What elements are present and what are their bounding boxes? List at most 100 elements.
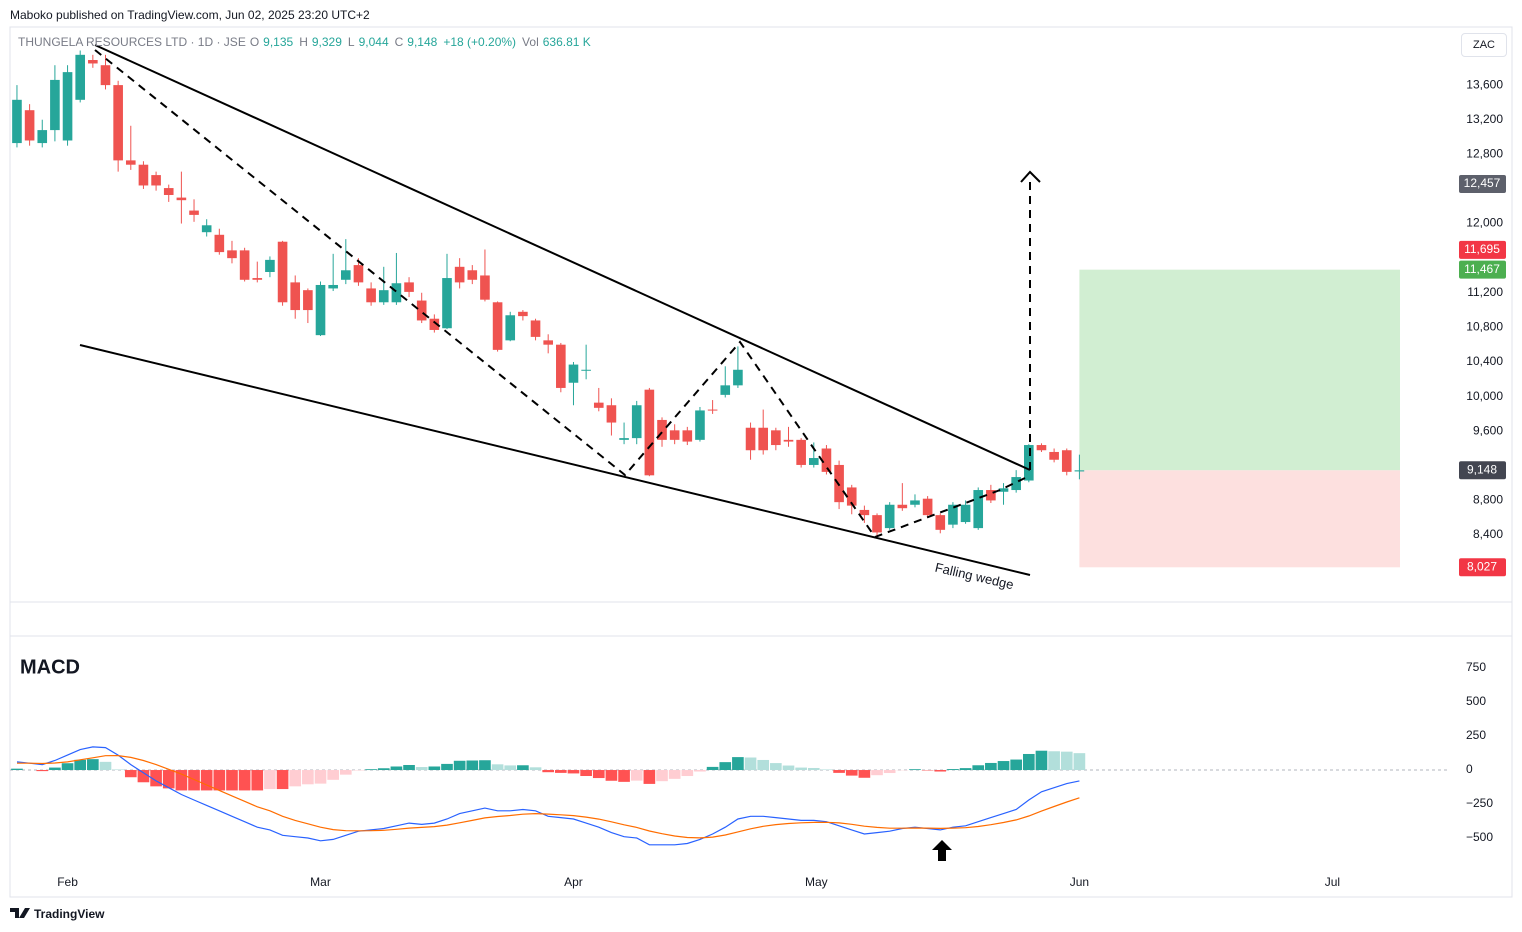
candle-body (24, 110, 35, 141)
value: 9,044 (358, 35, 389, 49)
candle-body (429, 318, 440, 330)
candle-body (265, 259, 275, 272)
histogram-bar (264, 770, 276, 790)
histogram-bar (289, 770, 302, 787)
histogram-bar (124, 770, 137, 778)
histogram-bar (162, 770, 175, 789)
y-tick-label: 500 (1466, 694, 1486, 708)
macd-title: MACD (20, 656, 80, 678)
frame (9, 26, 1513, 898)
label: Vol (522, 35, 539, 49)
candle-body (1061, 450, 1072, 472)
price-label: 9,148 (1467, 462, 1497, 476)
candle-body (303, 290, 313, 311)
histogram-bar (643, 770, 656, 784)
y-tick-label: 12,800 (1466, 146, 1503, 160)
histogram-bar (1048, 751, 1060, 771)
candle-body (378, 290, 389, 303)
candle-body (808, 458, 819, 465)
candle-body (720, 385, 731, 395)
histogram-bar (150, 770, 162, 787)
macd-line (17, 754, 1080, 839)
histogram-bar (441, 763, 453, 771)
candle-body (733, 369, 743, 386)
candle-body (859, 509, 870, 516)
value: 9,148 (407, 35, 438, 49)
x-tick-label: Apr (564, 875, 583, 889)
candle-body (214, 234, 225, 253)
candle-body (505, 315, 516, 341)
candle-body (783, 439, 794, 442)
y-tick-label: 12,000 (1466, 216, 1503, 230)
histogram-bar (175, 770, 188, 791)
candle-body (556, 344, 566, 388)
histogram-bar (74, 759, 87, 771)
histogram-bar (491, 764, 504, 771)
histogram-bar (137, 770, 150, 783)
candle-body (707, 409, 718, 411)
candle-body (88, 60, 98, 64)
histogram-bar (871, 770, 883, 776)
histogram-bar (49, 767, 61, 771)
histogram-bar (542, 770, 555, 773)
candle-body (631, 405, 642, 439)
histogram-bar (668, 770, 681, 779)
label: O (249, 35, 260, 49)
candle-body (277, 241, 288, 303)
histogram-bar (592, 770, 605, 779)
candle-body (151, 175, 161, 186)
candle-body (948, 504, 958, 525)
candle-body (404, 282, 414, 292)
histogram-bar (757, 759, 770, 771)
currency-button[interactable]: ZAC (1461, 33, 1507, 57)
y-tick-label: 8,400 (1473, 527, 1503, 541)
histogram-bar (276, 770, 289, 790)
y-tick-label: 10,400 (1466, 354, 1503, 368)
histogram-bar (226, 770, 238, 791)
histogram-bar (1073, 753, 1086, 771)
histogram-bar (795, 767, 807, 771)
x-tick-label: May (805, 875, 828, 889)
candle-body (353, 265, 364, 283)
x-tick-label: Feb (57, 875, 78, 889)
histogram-bar (656, 770, 668, 782)
price-label-bg (1459, 558, 1506, 577)
candle-body (897, 504, 908, 509)
histogram-bar (567, 770, 580, 774)
candle-body (1074, 470, 1085, 472)
candle-body (176, 197, 187, 201)
legend: THUNGELA RESOURCES LTD · 1D · JSE O 9,135… (18, 35, 593, 49)
candle-body (543, 340, 553, 345)
price-label: 11,467 (1464, 262, 1500, 276)
price-label: 11,695 (1464, 242, 1500, 256)
candle-body (315, 284, 326, 336)
change: +18 (+0.20%) (443, 35, 517, 49)
histogram-bar (972, 765, 985, 771)
candle-body (846, 487, 857, 506)
histogram-bar (1060, 751, 1073, 771)
x-tick-label: Jul (1325, 875, 1340, 889)
candle-body (341, 270, 351, 280)
candle-body (960, 504, 971, 523)
candle-body (568, 364, 579, 383)
candle-body (290, 282, 301, 311)
y-tick-label: −500 (1466, 830, 1493, 844)
histogram-bar (251, 770, 264, 791)
candle-body (619, 438, 629, 440)
value: 636.81 K (542, 35, 591, 49)
histogram-bar (238, 770, 251, 791)
histogram-bar (605, 770, 618, 781)
candle-body (669, 430, 680, 440)
candle-body (467, 270, 478, 280)
candle-body (771, 430, 781, 446)
label: L (347, 35, 355, 49)
candle-body (454, 266, 465, 283)
histogram-bar (428, 766, 441, 771)
candle-body (695, 410, 705, 440)
value: 9,329 (311, 35, 342, 49)
histogram-bar (630, 770, 643, 781)
candle-body (530, 320, 541, 337)
histogram-bar (36, 770, 49, 772)
price-label-bg (1459, 461, 1506, 480)
logo (10, 908, 30, 918)
